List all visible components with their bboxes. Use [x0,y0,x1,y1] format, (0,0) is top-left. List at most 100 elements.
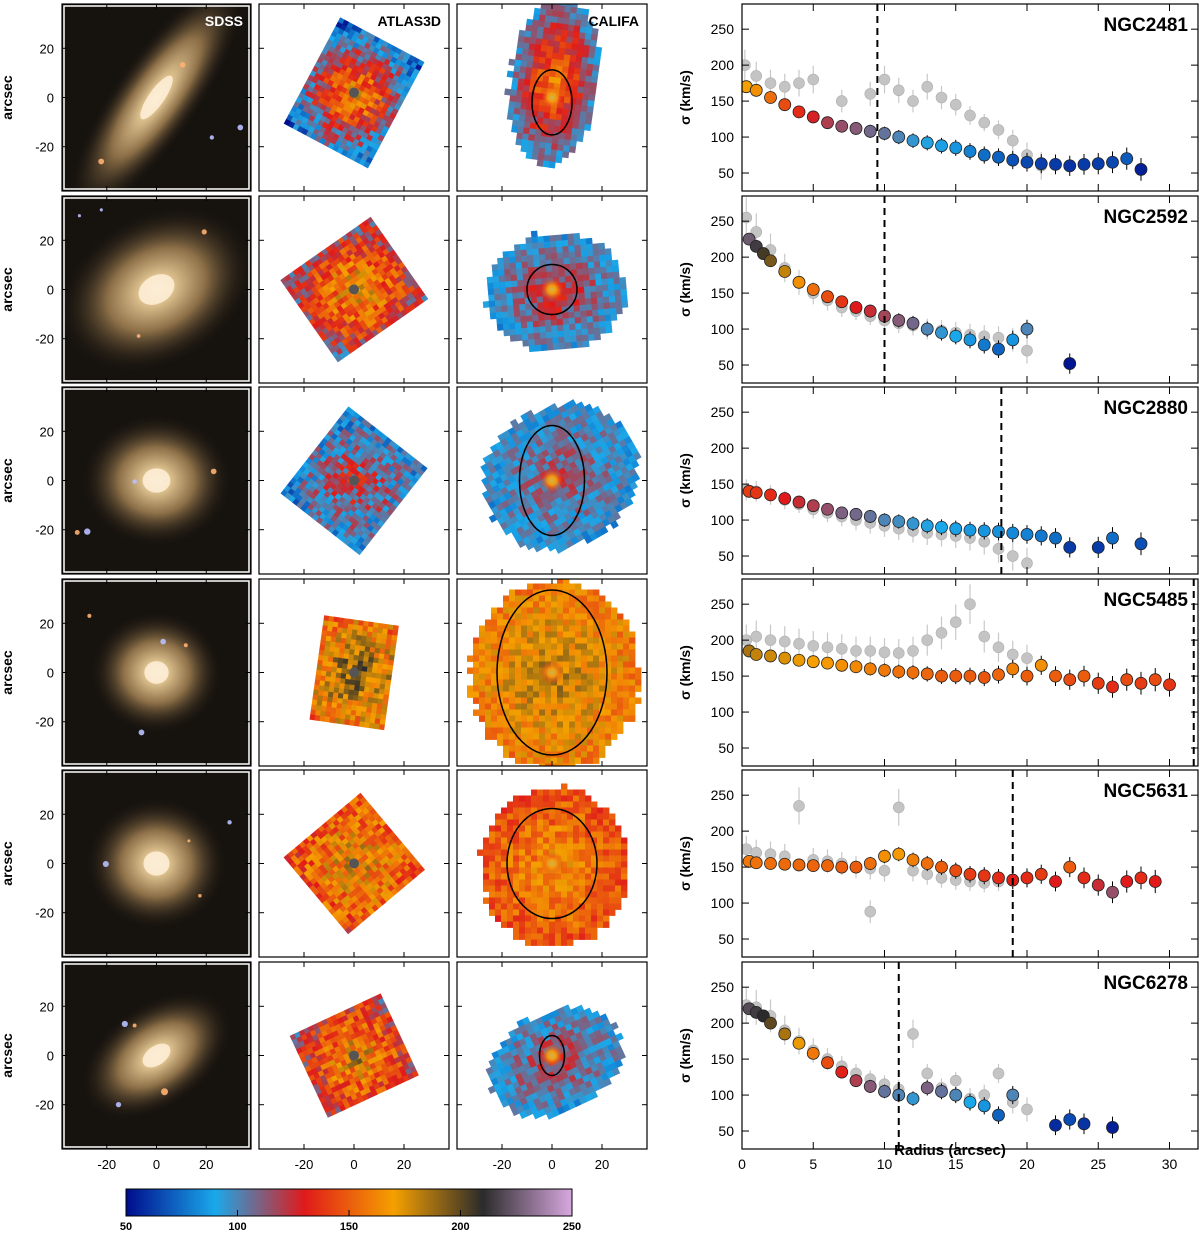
califa-bin [479,625,486,632]
califa-bin [549,885,556,892]
califa-bin [525,825,532,832]
califa-bin [555,807,562,814]
califa-bin [515,613,522,620]
califa-bin [491,685,498,692]
atlas3d-bin [344,648,351,655]
califa-bin [593,637,600,644]
califa-bin [587,625,594,632]
califa-bin [593,655,600,662]
califa-bin [532,13,541,21]
califa-bin [555,909,562,916]
field-star [179,62,186,68]
califa-bin [585,891,592,898]
califa-bin [473,691,480,698]
califa-bin [573,238,581,246]
califa-bin [573,831,580,838]
califa-bin [581,649,588,656]
atlas3d-bin [353,649,361,656]
atlas3d-bin [333,687,340,694]
califa-bin [562,245,570,253]
califa-bin [529,37,537,45]
califa-bin [567,801,574,808]
atlas3d-bin [321,630,328,637]
califa-bin [603,849,610,856]
califa-bin [551,264,559,272]
califa-bin [509,649,516,656]
califa-bin [491,264,499,272]
califa-bin [567,831,574,838]
califa-bin [567,813,574,820]
atlas3d-bin [343,688,350,695]
califa-bin [599,679,606,686]
atlas3d-bin [345,638,352,645]
califa-bin [527,601,534,608]
califa-bin [485,697,492,704]
califa-bin [605,326,613,334]
califa-bin [486,276,494,284]
califa-bin [569,625,576,632]
califa-bin [621,300,629,308]
califa-bin [575,637,582,644]
califa-bin [527,739,534,746]
califa-bin [557,655,564,662]
califa-bin [550,16,558,24]
califa-bin [569,715,576,722]
atlas3d-bin [328,686,335,693]
califa-bin [498,269,506,277]
atlas3d-bin [315,674,322,681]
califa-bin [605,703,612,710]
califa-bin [533,667,540,674]
califa-bin [527,733,534,740]
califa-bin [500,293,508,301]
califa-bin [491,625,498,632]
califa-bin [543,849,550,856]
califa-bin [525,921,532,928]
califa-bin [503,613,510,620]
califa-bin [575,745,582,752]
califa-bin [514,322,522,330]
califa-bin [521,48,530,56]
califa-bin [513,867,520,874]
califa-bin [500,299,508,307]
atlas3d-bin [380,643,387,650]
atlas3d-bin [373,688,380,695]
califa-bin [578,117,587,125]
califa-bin [527,643,534,650]
califa-bin [566,30,575,38]
califa-bin [561,885,568,892]
califa-bin [521,685,528,692]
califa-bin [531,879,538,886]
califa-bin [579,238,587,246]
califa-bin [513,855,520,862]
califa-bin [581,739,588,746]
atlas3d-bin [374,718,381,725]
califa-bin [521,54,529,62]
atlas3d-bin [327,661,334,668]
califa-bin [522,133,530,141]
atlas3d-bin [320,675,327,682]
califa-bin [611,259,619,267]
califa-bin [503,685,510,692]
califa-bin [497,679,504,686]
califa-bin [539,661,546,668]
califa-bin [609,909,616,916]
califa-bin [579,921,586,928]
califa-bin [558,336,566,344]
califa-bin [531,807,538,814]
califa-bin [557,324,565,332]
califa-bin [537,813,544,820]
califa-bin [593,661,600,668]
califa-bin [617,643,624,650]
califa-bin [573,891,580,898]
califa-bin [519,867,526,874]
califa-bin [549,891,556,898]
califa-bin [563,54,571,62]
atlas3d-bin [364,717,371,724]
califa-bin [579,903,586,910]
atlas3d-bin [365,676,372,683]
califa-bin [491,679,498,686]
atlas3d-bin [364,646,371,653]
califa-bin [507,903,514,910]
califa-bin [593,745,600,752]
califa-bin [573,879,580,886]
